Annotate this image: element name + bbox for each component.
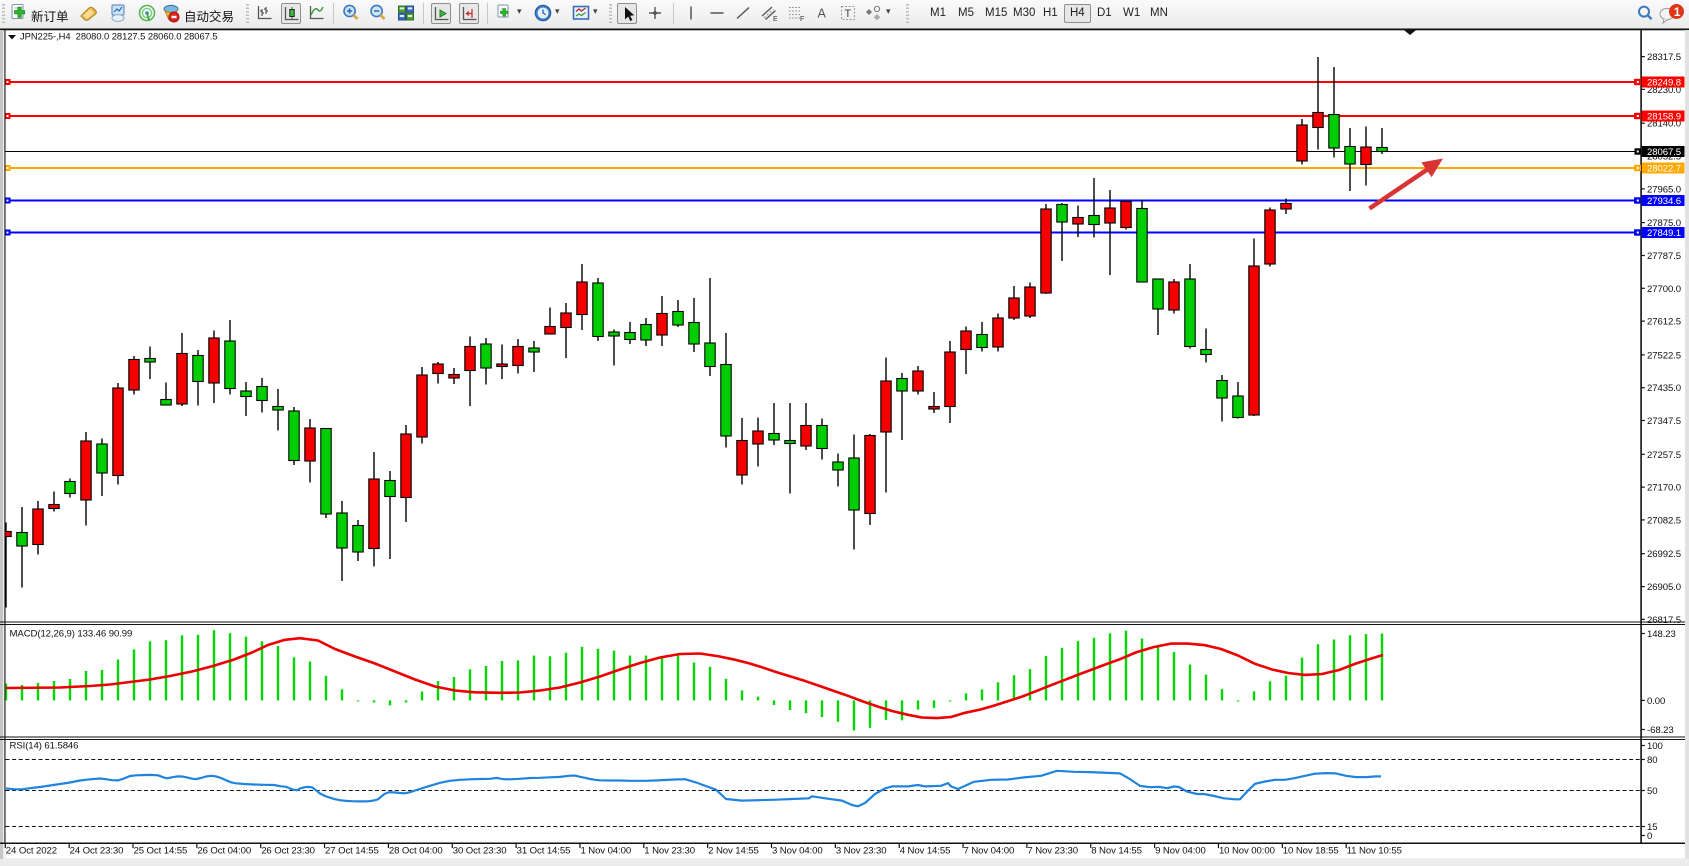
svg-text:4 Nov 14:55: 4 Nov 14:55 xyxy=(900,846,951,857)
svg-text:27875.0: 27875.0 xyxy=(1647,218,1681,229)
svg-text:1 Nov 04:00: 1 Nov 04:00 xyxy=(580,846,631,857)
svg-text:80: 80 xyxy=(1647,755,1657,766)
svg-text:MACD(12,26,9) 133.46 90.99: MACD(12,26,9) 133.46 90.99 xyxy=(10,628,133,639)
svg-text:0.00: 0.00 xyxy=(1647,696,1665,707)
svg-text:7 Nov 23:30: 7 Nov 23:30 xyxy=(1027,846,1078,857)
svg-text:28249.8: 28249.8 xyxy=(1647,78,1681,89)
svg-text:28022.7: 28022.7 xyxy=(1647,164,1681,175)
svg-text:27 Oct 14:55: 27 Oct 14:55 xyxy=(325,846,379,857)
svg-text:3 Nov 04:00: 3 Nov 04:00 xyxy=(772,846,823,857)
svg-text:148.23: 148.23 xyxy=(1647,629,1676,640)
svg-text:31 Oct 14:55: 31 Oct 14:55 xyxy=(517,846,571,857)
svg-text:27934.6: 27934.6 xyxy=(1647,196,1681,207)
svg-text:JPN225-,H4 28080.0 28127.5 28: JPN225-,H4 28080.0 28127.5 28060.0 28067… xyxy=(20,30,218,41)
svg-text:10 Nov 00:00: 10 Nov 00:00 xyxy=(1219,846,1275,857)
svg-text:28230.0: 28230.0 xyxy=(1647,85,1681,96)
svg-text:15: 15 xyxy=(1647,822,1657,833)
svg-text:RSI(14) 61.5846: RSI(14) 61.5846 xyxy=(10,741,79,752)
svg-text:28067.5: 28067.5 xyxy=(1647,147,1681,158)
svg-text:3 Nov 23:30: 3 Nov 23:30 xyxy=(836,846,887,857)
svg-text:7 Nov 04:00: 7 Nov 04:00 xyxy=(964,846,1015,857)
svg-text:28140.0: 28140.0 xyxy=(1647,119,1681,130)
svg-text:8 Nov 14:55: 8 Nov 14:55 xyxy=(1091,846,1142,857)
svg-text:27257.5: 27257.5 xyxy=(1647,450,1681,461)
svg-text:2 Nov 14:55: 2 Nov 14:55 xyxy=(708,846,759,857)
svg-text:9 Nov 04:00: 9 Nov 04:00 xyxy=(1155,846,1206,857)
svg-text:A: A xyxy=(818,7,827,21)
svg-text:28317.5: 28317.5 xyxy=(1647,52,1681,63)
svg-text:27347.5: 27347.5 xyxy=(1647,416,1681,427)
svg-text:27170.0: 27170.0 xyxy=(1647,483,1681,494)
svg-text:10 Nov 18:55: 10 Nov 18:55 xyxy=(1283,846,1339,857)
svg-text:27435.0: 27435.0 xyxy=(1647,383,1681,394)
svg-text:-68.23: -68.23 xyxy=(1647,725,1674,736)
svg-text:27522.5: 27522.5 xyxy=(1647,350,1681,361)
svg-text:26817.5: 26817.5 xyxy=(1647,615,1681,626)
svg-text:27082.5: 27082.5 xyxy=(1647,515,1681,526)
svg-text:28 Oct 04:00: 28 Oct 04:00 xyxy=(389,846,443,857)
svg-text:24 Oct 2022: 24 Oct 2022 xyxy=(6,846,57,857)
svg-text:26905.0: 26905.0 xyxy=(1647,582,1681,593)
svg-text:T: T xyxy=(845,8,852,20)
svg-text:24 Oct 23:30: 24 Oct 23:30 xyxy=(70,846,124,857)
svg-text:25 Oct 14:55: 25 Oct 14:55 xyxy=(134,846,188,857)
svg-text:1 Nov 23:30: 1 Nov 23:30 xyxy=(644,846,695,857)
svg-text:27849.1: 27849.1 xyxy=(1647,228,1681,239)
svg-text:27787.5: 27787.5 xyxy=(1647,251,1681,262)
svg-text:27965.0: 27965.0 xyxy=(1647,184,1681,195)
svg-text:E: E xyxy=(773,16,778,23)
svg-text:100: 100 xyxy=(1647,741,1663,752)
svg-text:F: F xyxy=(800,16,804,23)
svg-text:26 Oct 04:00: 26 Oct 04:00 xyxy=(197,846,251,857)
svg-text:30 Oct 23:30: 30 Oct 23:30 xyxy=(453,846,507,857)
svg-text:50: 50 xyxy=(1647,786,1657,797)
svg-text:1: 1 xyxy=(1674,5,1681,19)
svg-text:0: 0 xyxy=(1647,831,1652,842)
svg-text:11 Nov 10:55: 11 Nov 10:55 xyxy=(1347,846,1402,857)
svg-text:28158.9: 28158.9 xyxy=(1647,112,1681,123)
svg-text:27612.5: 27612.5 xyxy=(1647,317,1681,328)
svg-text:26992.5: 26992.5 xyxy=(1647,549,1681,560)
svg-text:26 Oct 23:30: 26 Oct 23:30 xyxy=(261,846,315,857)
svg-text:27700.0: 27700.0 xyxy=(1647,284,1681,295)
